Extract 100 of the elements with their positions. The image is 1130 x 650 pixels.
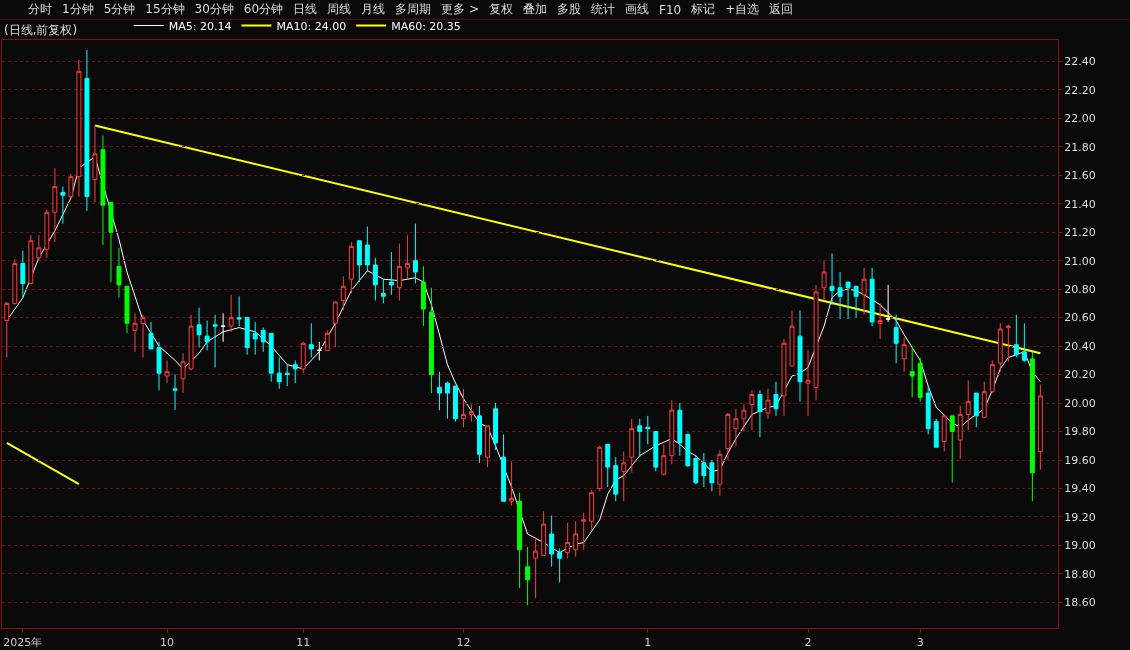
candlestick [364, 226, 370, 273]
candlestick [268, 332, 274, 383]
candlestick [725, 412, 731, 461]
legend-label: MA10: 24.00 [276, 19, 347, 33]
candlestick [148, 321, 154, 350]
y-tick-label: 21.00 [1064, 254, 1096, 268]
candlestick [525, 546, 531, 606]
candlestick [709, 459, 715, 492]
x-tick-label: 10 [160, 636, 175, 650]
text: 标记 [691, 1, 716, 18]
candlestick [765, 388, 771, 420]
candlestick [260, 327, 266, 353]
text: 15分钟 [145, 1, 185, 18]
candlestick [949, 415, 955, 484]
candlestick [396, 243, 402, 302]
candlestick [781, 338, 787, 417]
candlestick [621, 450, 627, 502]
candlestick [597, 445, 603, 492]
text: 分时 [28, 1, 52, 18]
candlestick [493, 402, 499, 451]
y-tick-label: 22.20 [1064, 83, 1096, 97]
candlestick [829, 253, 835, 306]
candlestick [557, 547, 563, 583]
x-tick-label: 12 [456, 636, 471, 650]
candlestick [12, 258, 18, 306]
candlestick [453, 385, 458, 423]
candlestick [60, 186, 66, 225]
candlestick [1037, 384, 1043, 471]
candlestick [629, 418, 635, 474]
y-tick-label: 19.20 [1064, 510, 1096, 524]
y-tick-label: 21.60 [1064, 169, 1096, 183]
candlestick [893, 314, 899, 364]
candlestick [36, 234, 42, 262]
candlestick [485, 425, 490, 468]
text: 返回 [769, 1, 794, 18]
text: 复权 [489, 1, 513, 18]
candlestick [404, 234, 410, 280]
candlestick [220, 312, 226, 343]
candlestick [661, 443, 667, 477]
candlestick [316, 341, 322, 361]
candlestick [789, 310, 795, 367]
candlestick [156, 341, 162, 391]
candlestick [180, 352, 186, 394]
y-tick-label: 19.40 [1064, 482, 1096, 496]
candlestick [917, 356, 923, 403]
candlestick [244, 317, 250, 356]
x-tick-label: 11 [296, 636, 311, 650]
y-tick-label: 20.80 [1064, 283, 1096, 296]
candlestick [693, 455, 699, 485]
text: 60分钟 [243, 1, 284, 18]
text: 统计 [591, 1, 615, 18]
legend-label: MA60: 20.35 [391, 19, 461, 33]
candlestick [76, 59, 82, 198]
candlestick [757, 389, 763, 438]
candlestick [869, 267, 875, 327]
candlestick [581, 512, 587, 551]
candlestick [701, 452, 707, 488]
candlestick [252, 321, 258, 356]
x-tick-label: 3 [916, 636, 924, 650]
candlestick [212, 314, 218, 368]
candlestick [813, 284, 819, 401]
text: 多周期 [395, 1, 432, 18]
y-tick-label: 20.40 [1064, 339, 1096, 353]
candlestick [533, 536, 539, 599]
candlestick [388, 251, 394, 296]
y-tick-label: 20.60 [1064, 311, 1096, 325]
y-tick-label: 20.00 [1064, 396, 1096, 410]
candlestick [300, 341, 306, 374]
candlestick [428, 287, 434, 394]
candlestick [981, 381, 987, 418]
candlestick [989, 359, 995, 394]
candlestick [669, 399, 675, 465]
candlestick [733, 408, 739, 447]
candlestick [477, 405, 482, 464]
candlestick [292, 359, 298, 384]
x-tick-label: 1 [644, 636, 652, 650]
candlestick [380, 278, 386, 304]
candlestick [92, 124, 98, 203]
candlestick [68, 173, 74, 199]
candlestick [677, 402, 683, 457]
candlestick [805, 349, 811, 417]
candlestick [196, 307, 202, 349]
candlestick [100, 134, 106, 246]
candlestick [420, 265, 426, 327]
y-tick-label: 18.80 [1064, 567, 1096, 581]
text: 月线 [361, 1, 386, 18]
candlestick [973, 392, 979, 428]
candlestick [356, 240, 362, 283]
candlestick [645, 415, 651, 445]
candlestick [228, 294, 234, 333]
candlestick [861, 267, 867, 316]
y-tick-label: 21.80 [1064, 140, 1096, 154]
candlestick [573, 520, 579, 558]
y-tick-label: 22.00 [1064, 112, 1096, 126]
candlestick [565, 522, 571, 559]
candlestick [28, 234, 34, 284]
candlestick [108, 201, 114, 283]
candlestick [20, 250, 26, 299]
candlestick [717, 449, 723, 497]
candlestick [685, 433, 691, 468]
